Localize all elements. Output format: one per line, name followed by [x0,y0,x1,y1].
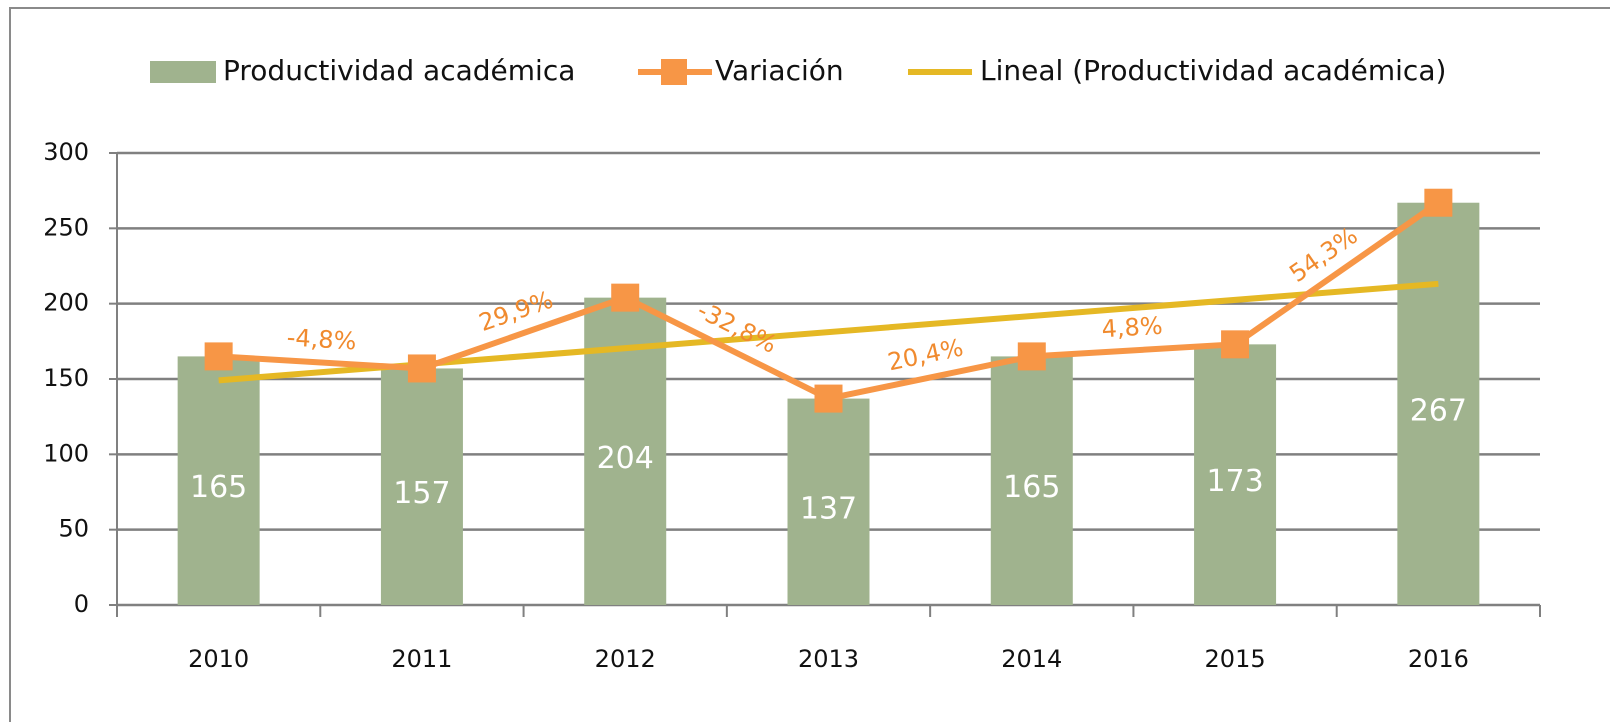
x-tick-label: 2016 [1408,645,1469,673]
y-tick-label: 100 [43,439,89,467]
y-tick-label: 200 [43,289,89,317]
variation-marker [1424,188,1453,217]
data-label: 267 [1410,393,1467,428]
x-tick-label: 2015 [1205,645,1266,673]
y-tick-label: 300 [43,138,89,166]
legend-label: Lineal (Productividad académica) [980,54,1446,87]
bar [380,368,463,605]
bar [177,356,260,605]
y-tick-label: 0 [74,590,89,618]
data-label: 165 [1003,470,1060,505]
variation-marker [1221,330,1250,359]
bar [1194,344,1277,605]
variation-marker [1017,342,1046,371]
legend-swatch [150,61,216,83]
y-tick-label: 250 [43,213,89,241]
x-tick-label: 2014 [1001,645,1062,673]
x-tick-label: 2013 [798,645,859,673]
legend-label: Variación [715,54,844,87]
y-tick-label: 50 [58,515,89,543]
variation-marker [407,354,436,383]
variation-label: -4,8% [286,323,357,355]
variation-marker [611,283,640,312]
variation-label: 4,8% [1101,312,1164,344]
bar [990,356,1073,605]
variation-marker [814,384,843,413]
variation-marker [204,342,233,371]
x-tick-label: 2010 [188,645,249,673]
bar [1397,202,1480,605]
y-tick-label: 150 [43,364,89,392]
x-tick-label: 2012 [595,645,656,673]
legend-label: Productividad académica [223,54,575,87]
bar [787,398,870,605]
legend-swatch [661,59,687,85]
data-label: 137 [800,491,857,526]
data-label: 204 [597,441,654,476]
x-tick-label: 2011 [391,645,452,673]
data-label: 157 [393,476,450,511]
data-label: 165 [190,470,247,505]
data-label: 173 [1206,464,1263,499]
